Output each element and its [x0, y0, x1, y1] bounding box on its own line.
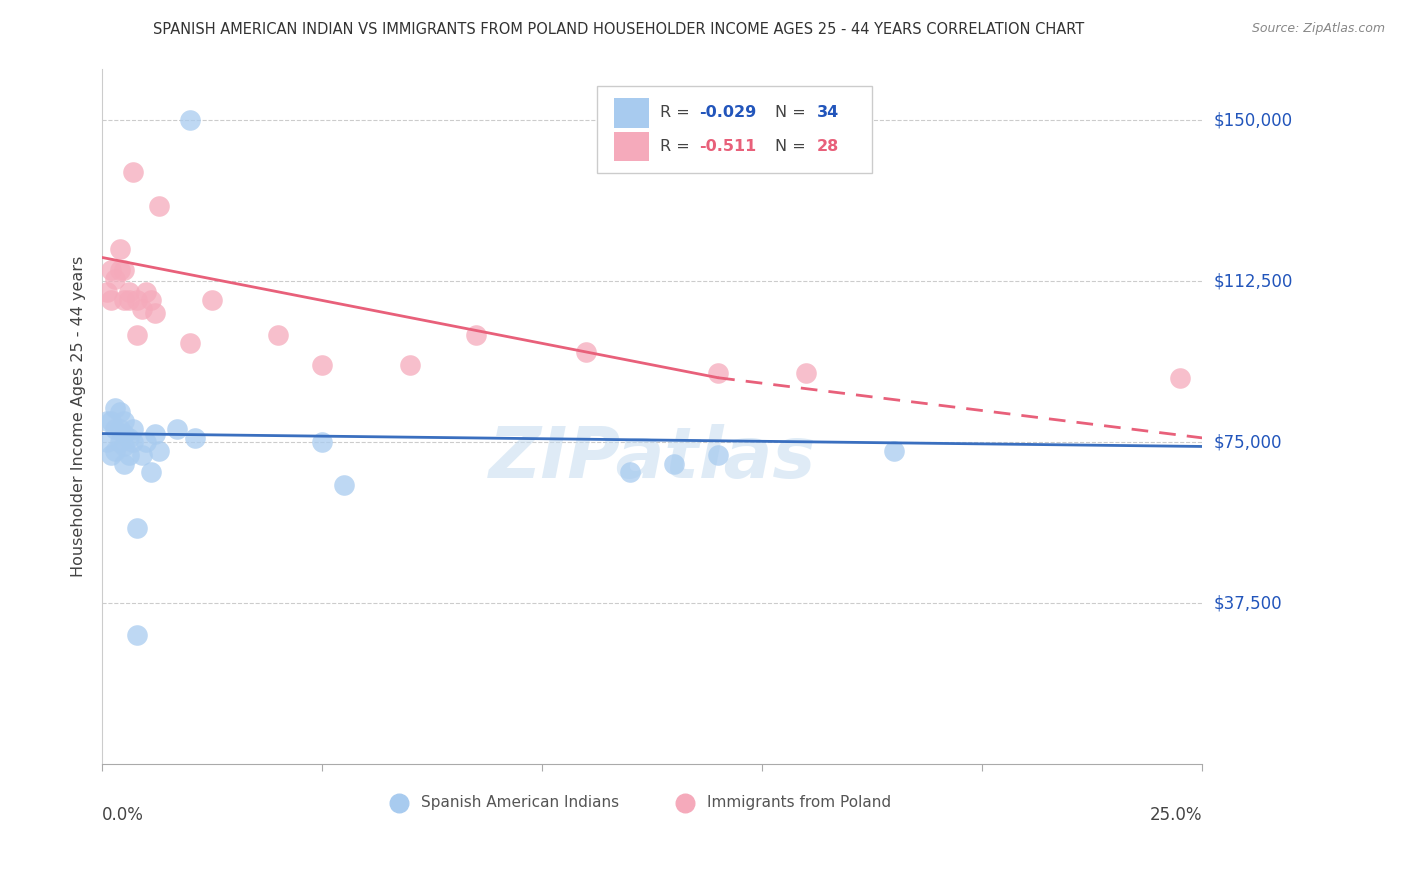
Text: -0.511: -0.511: [699, 139, 756, 154]
Point: [399, 358, 422, 372]
Point: [127, 628, 149, 642]
Point: [127, 293, 149, 308]
Point: [104, 422, 127, 436]
Point: [108, 422, 131, 436]
FancyBboxPatch shape: [613, 98, 648, 128]
Point: [112, 457, 135, 471]
Text: -0.029: -0.029: [699, 105, 756, 120]
Point: [108, 405, 131, 419]
Point: [117, 293, 139, 308]
Text: 28: 28: [817, 139, 839, 154]
Text: R =: R =: [659, 105, 695, 120]
Point: [112, 414, 135, 428]
Point: [143, 306, 166, 320]
Point: [267, 327, 290, 342]
Text: R =: R =: [659, 139, 700, 154]
Point: [96, 414, 118, 428]
Point: [117, 448, 139, 462]
Text: $37,500: $37,500: [1213, 594, 1282, 612]
Point: [117, 431, 139, 445]
Point: [179, 113, 201, 128]
Point: [148, 199, 170, 213]
Point: [148, 443, 170, 458]
Text: Immigrants from Poland: Immigrants from Poland: [707, 795, 891, 810]
Point: [104, 443, 127, 458]
Point: [143, 426, 166, 441]
Point: [135, 435, 157, 450]
Point: [100, 448, 122, 462]
Text: $112,500: $112,500: [1213, 272, 1292, 290]
Point: [1168, 370, 1191, 384]
Point: [707, 448, 730, 462]
Point: [96, 435, 118, 450]
Text: $75,000: $75,000: [1213, 434, 1282, 451]
Point: [311, 435, 333, 450]
Point: [465, 327, 488, 342]
Point: [108, 435, 131, 450]
Text: 25.0%: 25.0%: [1150, 806, 1202, 824]
FancyBboxPatch shape: [598, 86, 872, 173]
Point: [122, 164, 145, 178]
Point: [108, 242, 131, 256]
Text: SPANISH AMERICAN INDIAN VS IMMIGRANTS FROM POLAND HOUSEHOLDER INCOME AGES 25 - 4: SPANISH AMERICAN INDIAN VS IMMIGRANTS FR…: [153, 22, 1084, 37]
Point: [122, 435, 145, 450]
Point: [104, 272, 127, 286]
Point: [619, 465, 641, 479]
Point: [131, 448, 153, 462]
Point: [139, 293, 162, 308]
Text: N =: N =: [775, 139, 811, 154]
Point: [135, 285, 157, 299]
Point: [1279, 757, 1302, 772]
Point: [883, 443, 905, 458]
Point: [201, 293, 224, 308]
Point: [794, 367, 817, 381]
Point: [112, 263, 135, 277]
Text: 0.0%: 0.0%: [103, 806, 143, 824]
Text: Spanish American Indians: Spanish American Indians: [422, 795, 619, 810]
Point: [100, 293, 122, 308]
Text: Source: ZipAtlas.com: Source: ZipAtlas.com: [1251, 22, 1385, 36]
Point: [333, 478, 356, 492]
Point: [131, 301, 153, 316]
Point: [112, 293, 135, 308]
Point: [96, 285, 118, 299]
Point: [183, 431, 205, 445]
Point: [707, 367, 730, 381]
Y-axis label: Householder Income Ages 25 - 44 years: Householder Income Ages 25 - 44 years: [72, 256, 86, 577]
Text: 34: 34: [817, 105, 839, 120]
Point: [575, 345, 598, 359]
Text: $150,000: $150,000: [1213, 112, 1292, 129]
Point: [122, 422, 145, 436]
Point: [100, 263, 122, 277]
Point: [311, 358, 333, 372]
Point: [104, 401, 127, 415]
Point: [166, 422, 188, 436]
Point: [108, 263, 131, 277]
Text: ZIPatlas: ZIPatlas: [488, 424, 815, 492]
Point: [127, 327, 149, 342]
FancyBboxPatch shape: [613, 132, 648, 161]
Point: [139, 465, 162, 479]
Point: [100, 414, 122, 428]
Point: [662, 457, 685, 471]
Point: [112, 440, 135, 454]
Point: [112, 426, 135, 441]
Point: [127, 521, 149, 535]
Point: [117, 285, 139, 299]
Text: N =: N =: [775, 105, 811, 120]
Point: [179, 336, 201, 351]
